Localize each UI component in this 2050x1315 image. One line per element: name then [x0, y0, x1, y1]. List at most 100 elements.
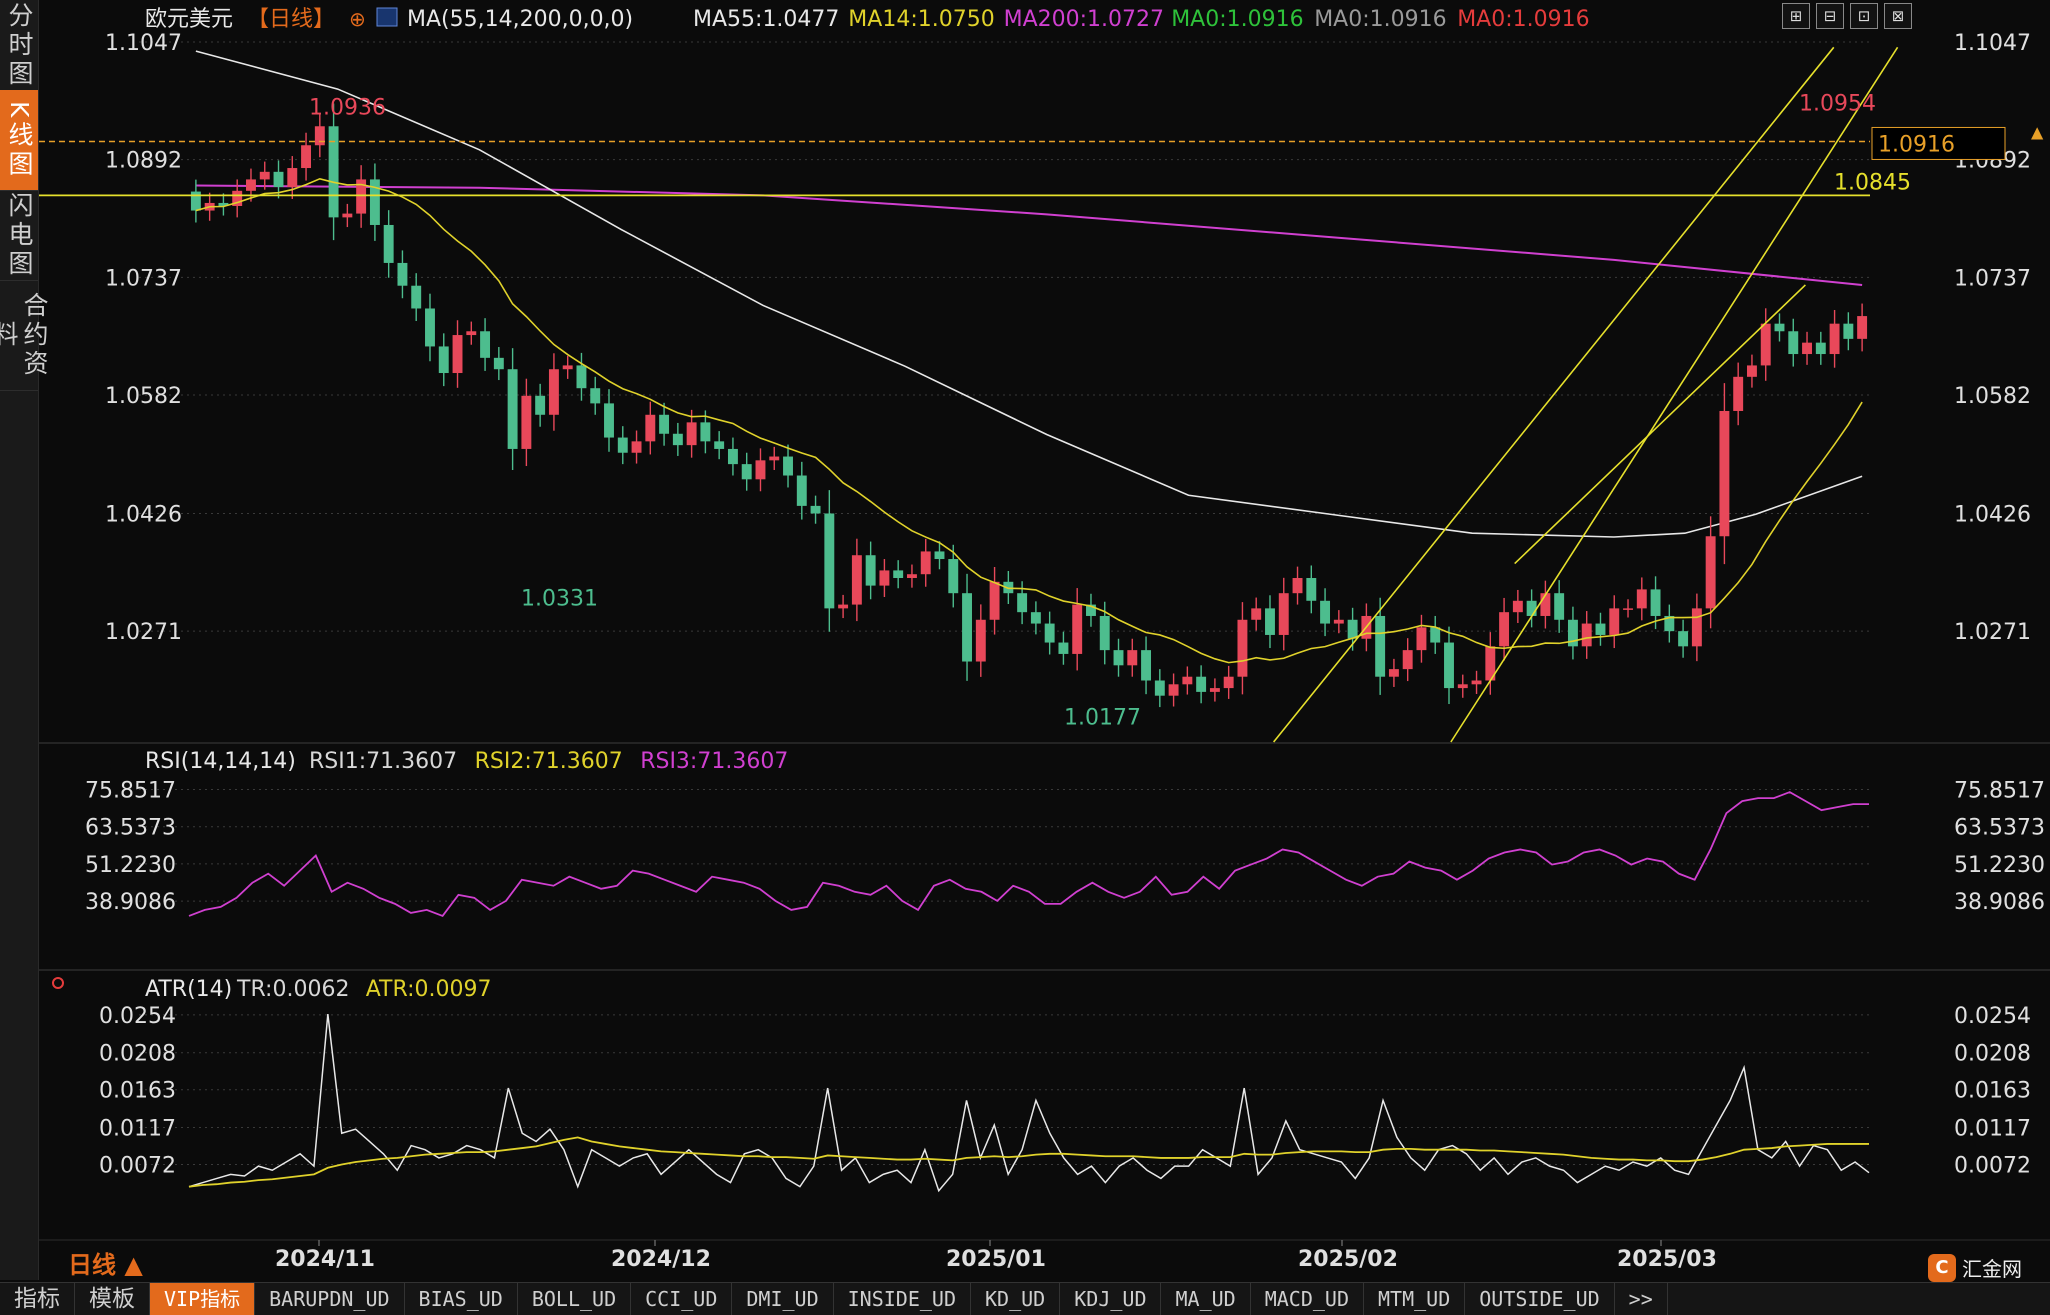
indicator-tab-14[interactable]: OUTSIDE_UD: [1465, 1283, 1615, 1315]
candles: [190, 103, 1868, 708]
date-label: 2025/02: [1298, 1247, 1398, 1272]
candle-body: [1072, 604, 1083, 654]
toolbar-button-0[interactable]: ⊞: [1782, 3, 1810, 29]
rsi-tick-left: 38.9086: [85, 890, 176, 915]
candle-body: [1113, 650, 1124, 666]
candle-body: [1471, 680, 1482, 685]
candle-body: [659, 414, 670, 434]
toolbar-button-2[interactable]: ⊡: [1850, 3, 1878, 29]
indicator-tab-3[interactable]: BARUPDN_UD: [255, 1283, 405, 1315]
indicator-tab-7[interactable]: DMI_UD: [732, 1283, 834, 1315]
candle-body: [1306, 578, 1317, 601]
brand-logo: C 汇金网: [1928, 1253, 2022, 1282]
low-label: 1.0177: [1064, 706, 1141, 731]
candle-body: [576, 365, 587, 389]
rsi-legend-item: RSI1:71.3607: [309, 749, 457, 774]
left-tab-bar: 分时图 K线图 闪电图 合约资料: [0, 0, 49, 1280]
atr-tick-right: 0.0254: [1954, 1004, 2031, 1029]
indicator-tab-6[interactable]: CCI_UD: [631, 1283, 733, 1315]
rsi-tick-right: 63.5373: [1954, 816, 2045, 841]
candle-body: [397, 262, 408, 286]
candle-body: [535, 395, 546, 415]
candle-body: [1044, 623, 1055, 643]
indicator-tab-9[interactable]: KD_UD: [971, 1283, 1061, 1315]
candle-body: [948, 559, 959, 594]
candle-body: [783, 456, 793, 476]
ma-legend-item: MA14:1.0750: [848, 7, 994, 32]
indicator-tab-5[interactable]: BOLL_UD: [518, 1283, 632, 1315]
candle-body: [1664, 615, 1675, 632]
left-tab-1[interactable]: K线图: [0, 90, 38, 191]
candle-body: [1196, 676, 1207, 692]
indicator-tab-4[interactable]: BIAS_UD: [405, 1283, 518, 1315]
candle-body: [1595, 623, 1606, 635]
ma200-line: [195, 184, 1863, 286]
ma-legend-item: MA0:1.0916: [1457, 7, 1589, 32]
left-tab-2[interactable]: 闪电图: [0, 190, 38, 281]
indicator-tab-11[interactable]: MA_UD: [1161, 1283, 1251, 1315]
atr-tick-left: 0.0072: [99, 1153, 176, 1178]
low-label: 1.0331: [521, 587, 598, 612]
candle-body: [342, 213, 353, 218]
atr-legend-item: TR:0.0062: [236, 977, 349, 1002]
rsi-tick-left: 63.5373: [85, 816, 176, 841]
chart-type-icon: [376, 7, 398, 27]
indicator-tab-13[interactable]: MTM_UD: [1364, 1283, 1466, 1315]
indicator-tab-0[interactable]: 指标: [0, 1283, 75, 1315]
atr-tick-left: 0.0117: [99, 1117, 176, 1142]
left-tab-0[interactable]: 分时图: [0, 0, 38, 91]
price-tick-right: 1.0426: [1954, 502, 2031, 527]
candle-body: [1430, 627, 1441, 643]
candle-body: [617, 437, 628, 453]
candle-body: [1774, 323, 1785, 332]
candle-body: [1127, 650, 1138, 666]
candle-body: [962, 593, 972, 662]
candle-body: [507, 369, 518, 449]
indicator-tab-1[interactable]: 模板: [75, 1283, 150, 1315]
candle-body: [246, 179, 256, 191]
candle-body: [1444, 642, 1454, 689]
candle-body: [1499, 612, 1510, 647]
candle-body: [590, 388, 601, 404]
price-tick-right: 1.0271: [1954, 620, 2031, 645]
candle-body: [1650, 589, 1661, 616]
candle-body: [411, 285, 422, 309]
indicator-tab-2[interactable]: VIP指标: [150, 1283, 256, 1315]
chart-toolbar: ⊞ ⊟ ⊡ ⊠: [1782, 3, 1912, 29]
indicator-tab-8[interactable]: INSIDE_UD: [834, 1283, 972, 1315]
candle-body: [1746, 365, 1757, 377]
indicator-tab-10[interactable]: KDJ_UD: [1060, 1283, 1162, 1315]
indicator-tab-12[interactable]: MACD_UD: [1251, 1283, 1364, 1315]
candle-body: [383, 224, 394, 263]
tr-line: [188, 1014, 1870, 1193]
candle-body: [1251, 608, 1262, 620]
candle-body: [314, 126, 325, 146]
rsi-tick-left: 75.8517: [85, 778, 176, 803]
candle-body: [851, 555, 862, 605]
chart-canvas[interactable]: 欧元美元 【日线】 ⊕ MA(55,14,200,0,0,0) MA55:1.0477 M…: [39, 0, 2050, 1280]
candle-body: [1099, 615, 1110, 651]
left-tab-3[interactable]: 合约资料: [0, 280, 49, 391]
atr-title: ATR(14): [145, 977, 232, 1002]
candle-body: [906, 574, 917, 579]
toolbar-button-1[interactable]: ⊟: [1816, 3, 1844, 29]
price-tick-left: 1.0271: [105, 620, 182, 645]
ma-indicator-title: MA(55,14,200,0,0,0): [407, 7, 633, 32]
candle-body: [218, 202, 229, 206]
atr-line: [188, 1136, 1869, 1188]
indicator-tab-15[interactable]: >>: [1615, 1283, 1668, 1315]
current-price-label: 1.0916: [1878, 132, 1955, 157]
candle-body: [1347, 619, 1358, 639]
rsi-tick-right: 38.9086: [1954, 890, 2045, 915]
candle-body: [1815, 342, 1826, 355]
candle-body: [1182, 676, 1193, 685]
toolbar-button-3[interactable]: ⊠: [1884, 3, 1912, 29]
candle-body: [714, 441, 725, 449]
candle-body: [1402, 650, 1413, 670]
candle-body: [1320, 600, 1331, 624]
price-marker-icon: ▲: [2031, 122, 2044, 141]
candle-body: [452, 335, 463, 374]
ma55-line: [195, 50, 1863, 538]
candle-body: [1512, 600, 1523, 613]
candle-body: [1788, 331, 1799, 355]
